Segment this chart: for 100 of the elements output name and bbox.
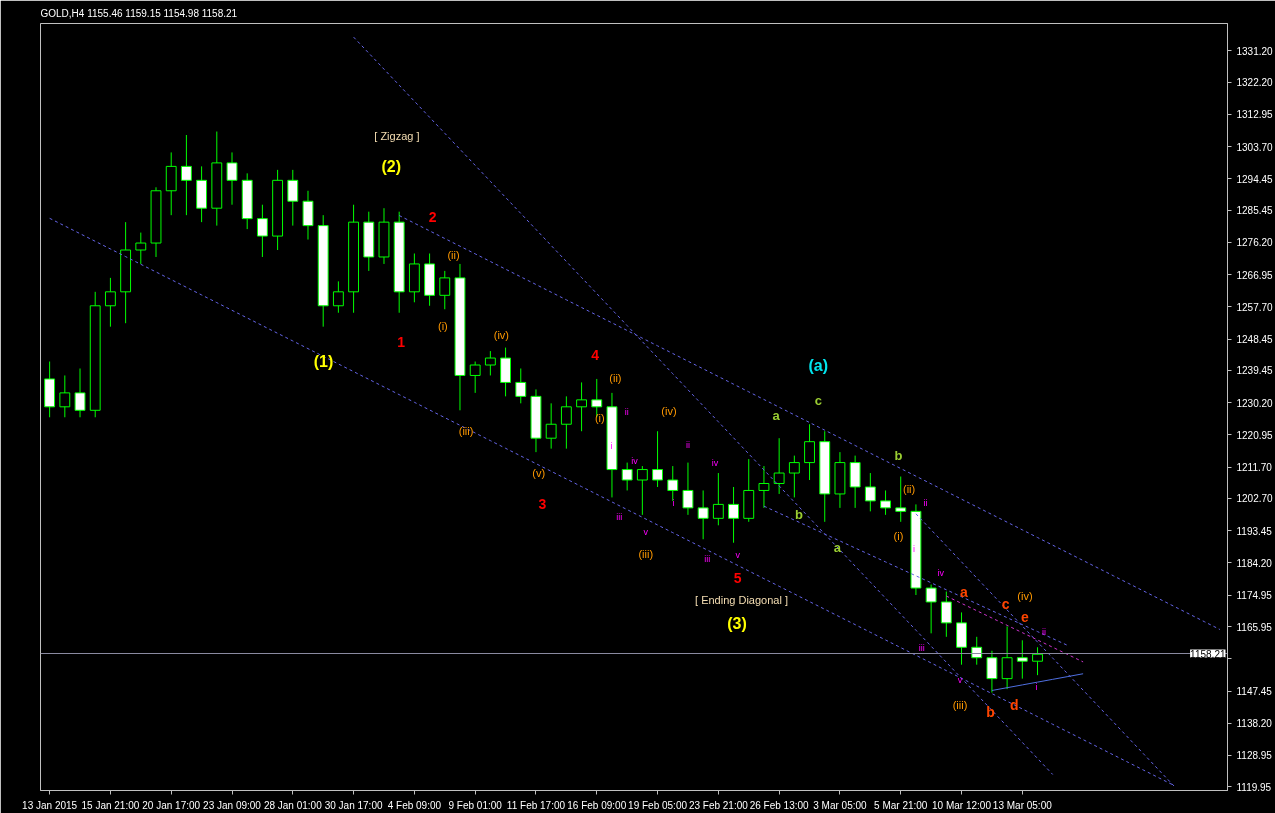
x-tick-label: 30 Jan 17:00: [324, 799, 383, 811]
candlestick: [560, 395, 572, 450]
y-tick-label: 1303.70: [1236, 141, 1274, 153]
y-tick-label: 1119.95: [1236, 781, 1272, 793]
y-tick-label: 1230.20: [1236, 397, 1274, 409]
annotation: (i): [437, 319, 448, 332]
x-tick-label: 23 Feb 21:00: [688, 799, 749, 811]
x-tick-label: 5 Mar 21:00: [874, 799, 928, 811]
annotation: iv: [631, 456, 639, 467]
annotation: [ Ending Diagonal ]: [695, 593, 789, 606]
candlestick: [484, 350, 496, 376]
y-tick-label: 1257.70: [1236, 301, 1274, 313]
x-tick-label: 9 Feb 01:00: [448, 799, 503, 811]
line-series: [991, 673, 1084, 691]
y-tick-label: 1202.70: [1236, 493, 1274, 505]
annotation: ii: [624, 407, 629, 418]
annotation: (1): [313, 353, 334, 371]
annotation: i: [913, 544, 916, 555]
annotation: i: [610, 440, 613, 451]
x-tick-label: 11 Feb 17:00: [506, 799, 566, 811]
x-tick-label: 26 Feb 13:00: [749, 799, 810, 811]
annotation: 2: [428, 209, 437, 226]
y-tick-label: 1285.45: [1236, 205, 1274, 217]
annotation: (iv): [661, 405, 677, 418]
x-tick-label: 10 Mar 12:00: [932, 799, 992, 811]
candlestick: [1001, 625, 1013, 690]
candlestick: [682, 462, 694, 516]
annotation: a: [772, 408, 781, 424]
candlestick: [636, 465, 648, 516]
candlestick: [135, 232, 147, 265]
annotation: (ii): [609, 371, 622, 384]
candlestick: [332, 280, 344, 314]
y-tick-label: 1331.20: [1236, 45, 1274, 57]
annotation: b: [794, 507, 803, 523]
annotation: c: [1001, 595, 1010, 612]
annotation: iv: [711, 458, 719, 469]
candlestick: [74, 367, 86, 418]
y-tick-label: 1138.20: [1236, 718, 1273, 730]
x-tick-label: 4 Feb 09:00: [387, 799, 442, 811]
annotation: i: [672, 498, 675, 509]
annotation: iv: [937, 567, 945, 578]
candlestick: [59, 374, 71, 418]
annotation: e: [1021, 609, 1030, 626]
annotation: iii: [918, 643, 925, 654]
annotation: a: [833, 540, 842, 556]
annotation: ii: [685, 439, 690, 450]
annotation: v: [643, 526, 649, 537]
candlestick: [439, 270, 451, 310]
annotation: a: [959, 584, 968, 601]
annotation: (3): [727, 614, 747, 632]
candlestick: [712, 472, 724, 526]
y-tick-label: 1128.95: [1236, 750, 1273, 762]
annotation: 3: [538, 496, 547, 513]
candlestick: [545, 402, 557, 450]
candlestick: [728, 486, 739, 544]
ref-line-label: 1158.21: [1190, 648, 1226, 660]
y-tick-label: 1312.95: [1236, 109, 1274, 121]
x-tick-label: 23 Jan 09:00: [203, 799, 262, 811]
annotation: (iii): [638, 548, 654, 561]
annotation: (i): [594, 411, 605, 424]
candlestick: [788, 455, 800, 498]
candlestick: [940, 591, 952, 638]
candlestick: [925, 584, 937, 634]
x-tick-label: 13 Mar 05:00: [992, 799, 1053, 811]
annotation: (a): [808, 356, 829, 374]
annotation: [ Zigzag ]: [374, 130, 420, 143]
candlestick: [469, 361, 481, 394]
x-tick-label: 3 Mar 05:00: [813, 799, 868, 811]
candlestick: [986, 650, 998, 694]
candlestick: [287, 169, 299, 227]
candlestick: [880, 489, 891, 516]
y-tick-label: 1184.20: [1236, 557, 1273, 569]
annotation: iii: [704, 554, 711, 565]
y-tick-label: 1266.95: [1236, 269, 1274, 281]
candlestick: [652, 430, 663, 488]
annotation: (iii): [458, 425, 474, 438]
annotation: 5: [733, 569, 742, 586]
candlestick: [1032, 646, 1043, 676]
y-tick-label: 1165.95: [1236, 621, 1273, 633]
annotation: b: [894, 448, 903, 464]
x-tick-label: 15 Jan 21:00: [81, 799, 140, 811]
annotation: i: [1035, 682, 1038, 692]
x-tick-label: 19 Feb 05:00: [628, 799, 688, 811]
candlestick: [773, 437, 785, 495]
candlestick: [180, 134, 192, 216]
candlestick: [226, 151, 238, 206]
y-tick-label: 1147.45: [1236, 686, 1273, 698]
annotation: (ii): [447, 248, 460, 261]
candlestick: [864, 472, 876, 512]
annotation: (2): [381, 158, 401, 176]
candlestick: [256, 204, 268, 258]
y-tick-label: 1276.20: [1236, 237, 1274, 249]
candlestick: [667, 465, 679, 502]
annotation: v: [735, 550, 741, 561]
x-tick-label: 28 Jan 01:00: [263, 799, 323, 811]
annotation: (ii): [902, 483, 916, 496]
annotation: 4: [591, 346, 600, 363]
candlestick: [1016, 639, 1028, 680]
candlestick: [621, 462, 633, 491]
x-tick-label: 16 Feb 09:00: [567, 799, 627, 811]
